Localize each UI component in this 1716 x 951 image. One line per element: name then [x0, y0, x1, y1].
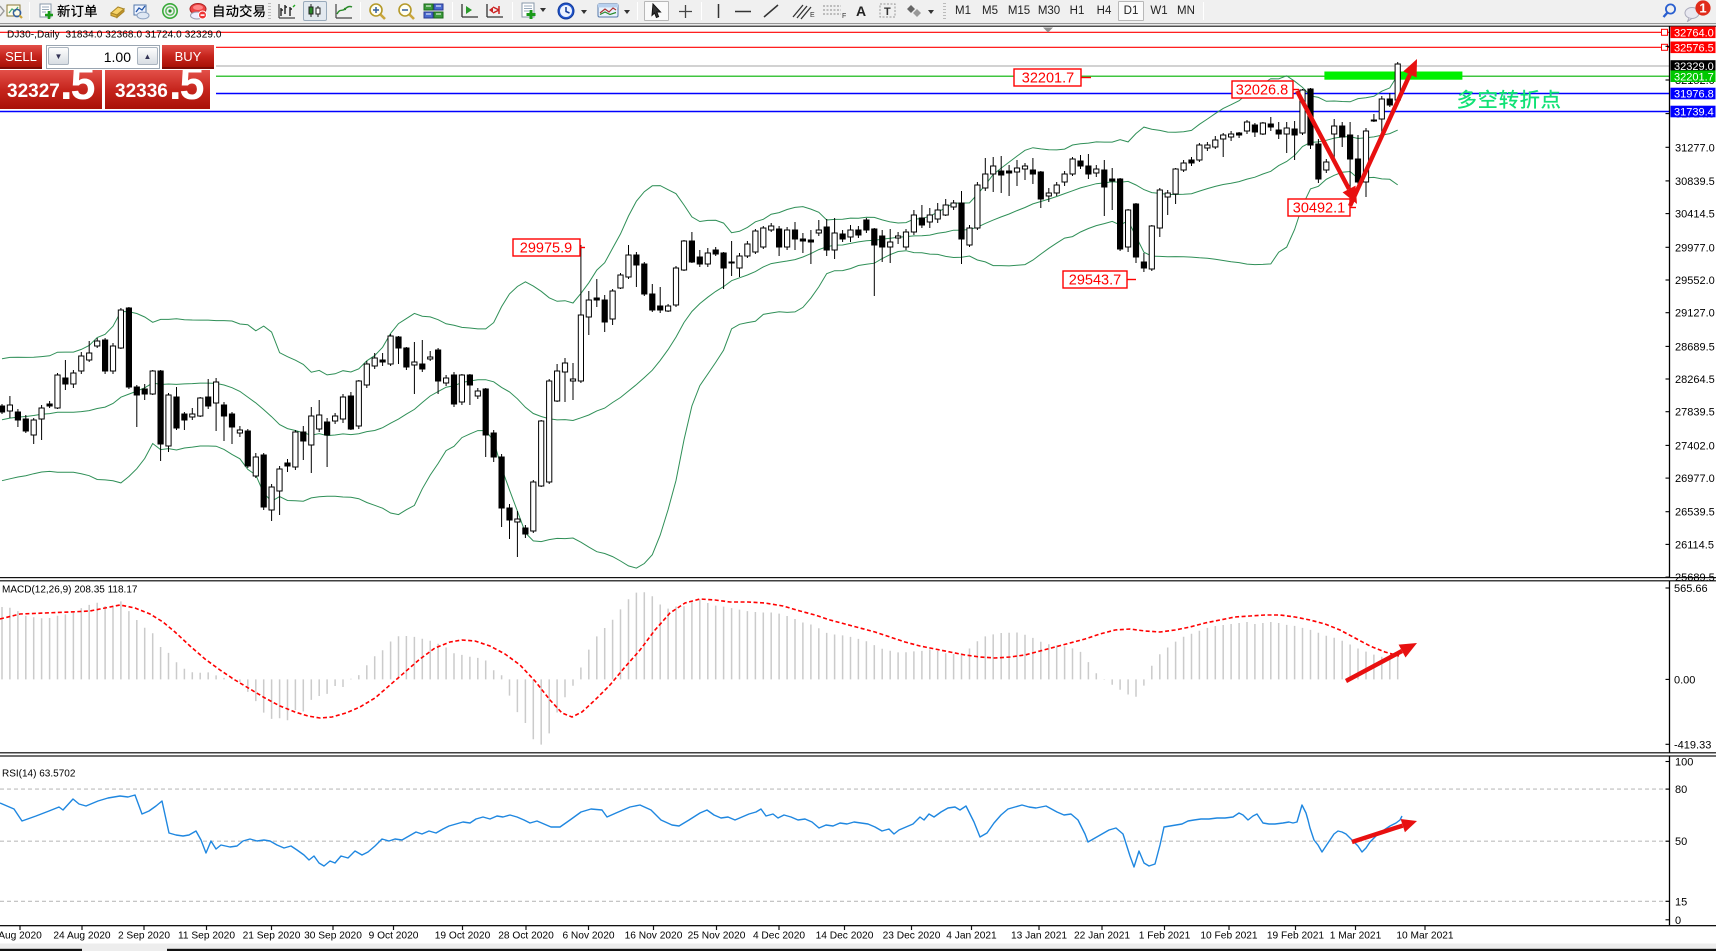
svg-text:Aug 2020: Aug 2020: [0, 931, 42, 942]
svg-text:32329.0: 32329.0: [1674, 61, 1714, 73]
svg-text:21 Sep 2020: 21 Sep 2020: [243, 931, 301, 942]
svg-text:29977.0: 29977.0: [1675, 242, 1715, 254]
svg-text:27402.0: 27402.0: [1675, 440, 1715, 452]
svg-text:32201.7: 32201.7: [1022, 71, 1074, 87]
svg-text:30 Sep 2020: 30 Sep 2020: [304, 931, 362, 942]
svg-text:28689.5: 28689.5: [1675, 341, 1715, 353]
svg-text:31739.4: 31739.4: [1674, 107, 1714, 119]
svg-text:29127.0: 29127.0: [1675, 308, 1715, 320]
svg-text:1 Mar 2021: 1 Mar 2021: [1330, 931, 1382, 942]
svg-text:30414.5: 30414.5: [1675, 209, 1715, 221]
svg-text:1: 1: [1699, 1, 1706, 16]
svg-text:30492.1: 30492.1: [1293, 201, 1345, 217]
svg-text:26539.5: 26539.5: [1675, 507, 1715, 519]
svg-text:32576.5: 32576.5: [1674, 43, 1714, 55]
svg-text:-419.33: -419.33: [1674, 739, 1711, 751]
svg-text:F: F: [842, 13, 846, 20]
svg-text:4 Dec 2020: 4 Dec 2020: [753, 931, 805, 942]
svg-text:1 Feb 2021: 1 Feb 2021: [1139, 931, 1191, 942]
svg-text:0.00: 0.00: [1674, 674, 1695, 686]
svg-text:565.66: 565.66: [1674, 583, 1708, 595]
svg-text:23 Dec 2020: 23 Dec 2020: [883, 931, 941, 942]
svg-text:31976.8: 31976.8: [1674, 89, 1714, 101]
svg-text:32764.0: 32764.0: [1674, 28, 1714, 40]
svg-text:4 Jan 2021: 4 Jan 2021: [946, 931, 997, 942]
svg-text:E: E: [810, 12, 815, 19]
svg-text:26977.0: 26977.0: [1675, 473, 1715, 485]
svg-text:6 Nov 2020: 6 Nov 2020: [562, 931, 614, 942]
svg-text:100: 100: [1675, 757, 1693, 769]
svg-text:10 Mar 2021: 10 Mar 2021: [1396, 931, 1454, 942]
svg-text:32026.8: 32026.8: [1236, 83, 1288, 99]
svg-text:13 Jan 2021: 13 Jan 2021: [1011, 931, 1067, 942]
svg-text:0: 0: [1675, 915, 1681, 927]
svg-text:10 Feb 2021: 10 Feb 2021: [1200, 931, 1258, 942]
svg-text:T: T: [884, 6, 891, 18]
svg-text:28 Oct 2020: 28 Oct 2020: [498, 931, 554, 942]
svg-text:30839.5: 30839.5: [1675, 176, 1715, 188]
svg-text:15: 15: [1675, 896, 1687, 908]
svg-text:11 Sep 2020: 11 Sep 2020: [178, 931, 235, 942]
svg-text:16 Nov 2020: 16 Nov 2020: [625, 931, 683, 942]
svg-text:29543.7: 29543.7: [1069, 273, 1121, 289]
svg-text:80: 80: [1675, 784, 1687, 796]
svg-text:29552.0: 29552.0: [1675, 275, 1715, 287]
svg-text:RSI(14) 63.5702: RSI(14) 63.5702: [2, 769, 76, 780]
svg-text:31277.0: 31277.0: [1675, 142, 1715, 154]
svg-text:50: 50: [1675, 836, 1687, 848]
svg-text:MACD(12,26,9) 208.35 118.17: MACD(12,26,9) 208.35 118.17: [2, 585, 138, 596]
svg-text:32201.7: 32201.7: [1674, 71, 1714, 83]
svg-text:9 Oct 2020: 9 Oct 2020: [369, 931, 419, 942]
svg-text:29975.9: 29975.9: [520, 241, 572, 257]
svg-text:19 Feb 2021: 19 Feb 2021: [1267, 931, 1325, 942]
svg-text:25 Nov 2020: 25 Nov 2020: [688, 931, 746, 942]
svg-text:28264.5: 28264.5: [1675, 374, 1715, 386]
svg-text:19 Oct 2020: 19 Oct 2020: [435, 931, 491, 942]
svg-text:22 Jan 2021: 22 Jan 2021: [1074, 931, 1130, 942]
svg-text:26114.5: 26114.5: [1675, 539, 1714, 551]
svg-text:DJ30-,Daily 31834.0 32368.0 3: DJ30-,Daily 31834.0 32368.0 31724.0 3232…: [7, 30, 222, 41]
svg-text:24 Aug 2020: 24 Aug 2020: [53, 931, 111, 942]
svg-text:25689.5: 25689.5: [1675, 572, 1715, 584]
svg-text:14 Dec 2020: 14 Dec 2020: [816, 931, 874, 942]
svg-text:2 Sep 2020: 2 Sep 2020: [118, 931, 170, 942]
svg-text:27839.5: 27839.5: [1675, 407, 1715, 419]
